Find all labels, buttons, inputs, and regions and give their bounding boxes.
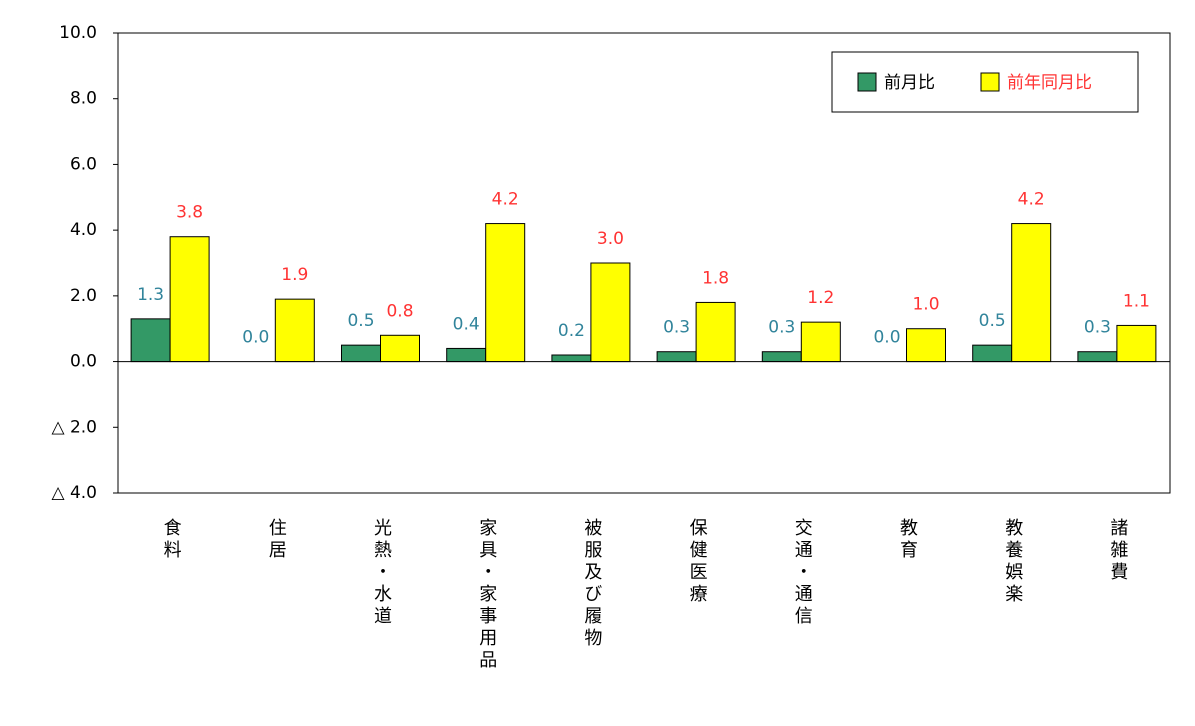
bar [169,236,210,363]
y-tick-label: 4.0 [70,220,97,240]
bar [972,344,1013,363]
value-label: 1.2 [807,288,834,308]
bar [446,347,487,363]
bar [695,301,736,363]
legend-label: 前年同月比 [1007,73,1092,93]
y-tick-label: 8.0 [70,89,97,109]
value-label: 0.3 [663,318,690,338]
value-label: 4.2 [1018,190,1045,210]
value-label: 0.8 [386,301,413,321]
bar [130,318,171,363]
bar [906,328,946,363]
x-tick-label: 諸雑費 [1107,518,1129,584]
y-tick-label: △ 4.0 [51,483,97,503]
bar [485,223,526,363]
value-label: 1.9 [281,265,308,285]
bar [761,351,802,363]
value-label: 0.0 [873,328,900,348]
plot-area [117,32,1171,494]
value-label: 0.3 [768,318,795,338]
y-tick-label: 2.0 [70,286,97,306]
bar [380,334,420,363]
x-tick-label: 家具・家事用品 [476,518,498,672]
x-tick-label: 教育 [897,518,918,562]
bar [274,298,315,363]
value-label: 1.8 [702,268,729,288]
bar [551,354,592,363]
x-tick-label: 食料 [160,518,182,562]
value-label: 1.0 [912,295,939,315]
value-label: 0.5 [347,311,374,331]
y-tick-label: 0.0 [70,352,97,372]
bar [590,262,631,363]
bar [1077,351,1118,363]
x-tick-label: 教養娯楽 [1002,518,1024,606]
value-label: 4.2 [492,190,519,210]
value-label: 3.0 [597,229,624,249]
bar [1011,223,1052,363]
legend-swatch [857,72,877,92]
bar [341,344,381,363]
value-label: 0.0 [242,328,269,348]
x-tick-label: 交通・通信 [791,518,813,628]
x-tick-label: 光熱・水道 [371,518,392,628]
y-tick-label: 6.0 [70,154,97,174]
value-label: 1.1 [1123,291,1150,311]
y-tick-label: △ 2.0 [51,417,97,437]
x-tick-label: 保健医療 [686,518,708,606]
value-label: 3.8 [176,203,203,223]
value-label: 0.3 [1084,318,1111,338]
x-tick-label: 被服及び履物 [581,518,603,650]
bar [1116,324,1157,363]
bar [800,321,841,363]
legend-swatch [980,72,1000,92]
legend-label: 前月比 [884,73,935,93]
y-tick-label: 10.0 [59,23,97,43]
value-label: 0.4 [453,314,480,334]
bar [656,351,697,363]
value-label: 0.5 [979,311,1006,331]
x-tick-label: 住居 [265,518,287,562]
value-label: 1.3 [137,285,164,305]
value-label: 0.2 [558,321,585,341]
